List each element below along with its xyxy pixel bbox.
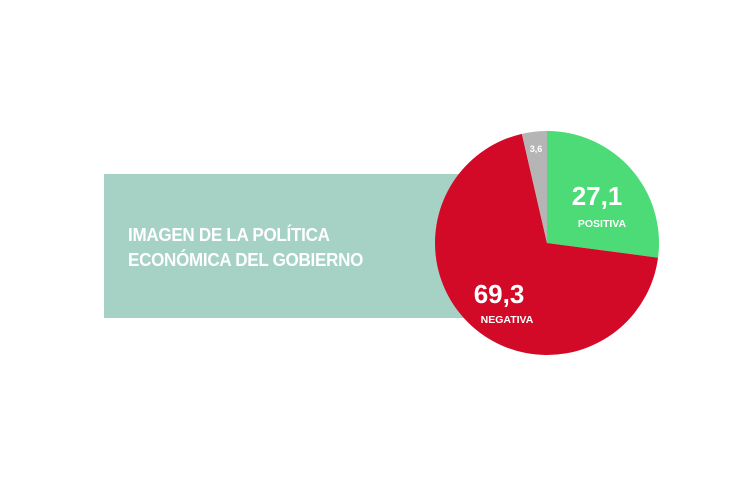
chart-title-line-1: IMAGEN DE LA POLÍTICA xyxy=(128,224,330,245)
chart-title-line-2: ECONÓMICA DEL GOBIERNO xyxy=(128,249,364,270)
pie-value-label-negativa: 69,3 xyxy=(474,279,525,309)
pie-category-label-negativa: NEGATIVA xyxy=(481,314,534,326)
pie-value-label-positiva: 27,1 xyxy=(572,181,623,211)
chart-title: IMAGEN DE LA POLÍTICA ECONÓMICA DEL GOBI… xyxy=(128,222,404,272)
title-band xyxy=(104,174,480,318)
pie-slice-positiva xyxy=(547,131,659,258)
pie-slice-other xyxy=(521,131,547,243)
pie-slice-negativa xyxy=(434,133,659,356)
pie-value-label-other: 3,6 xyxy=(530,144,543,154)
pie-category-label-positiva: POSITIVA xyxy=(578,218,627,230)
